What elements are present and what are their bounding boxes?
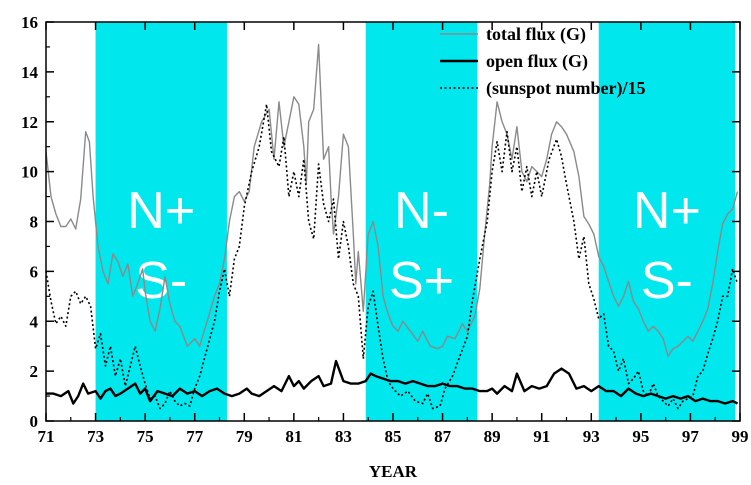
total-flux-line [45, 43, 739, 357]
x-tick-label: 75 [137, 427, 154, 446]
y-tick-label: 8 [30, 213, 39, 232]
x-tick-label: 89 [484, 427, 501, 446]
x-tick-label: 71 [38, 427, 55, 446]
y-tick-label: 12 [21, 113, 38, 132]
band-label-south: S+ [389, 252, 454, 310]
data-series [45, 43, 739, 410]
band-label-north: N+ [633, 182, 701, 240]
x-tick-label: 97 [682, 427, 700, 446]
x-tick-label: 77 [186, 427, 204, 446]
x-tick-label: 79 [236, 427, 253, 446]
y-tick-label: 6 [30, 262, 39, 281]
y-tick-label: 14 [21, 63, 39, 82]
legend-label: total flux (G) [486, 24, 586, 45]
x-tick-label: 91 [533, 427, 550, 446]
y-tick-label: 0 [30, 412, 39, 431]
y-tick-labels: 0 2 4 6 8 10 12 14 16 [21, 13, 39, 431]
y-tick-label: 10 [21, 163, 38, 182]
x-tick-label: 81 [285, 427, 302, 446]
x-tick-labels: 71 73 75 77 79 81 83 85 87 89 91 93 95 97 99 [38, 427, 749, 446]
y-tick-label: 2 [30, 362, 39, 381]
x-tick-label: 73 [87, 427, 104, 446]
open-flux-line [46, 359, 739, 405]
x-tick-label: 85 [385, 427, 402, 446]
band-label-north: N- [394, 182, 449, 240]
legend-label: open flux (G) [486, 51, 588, 72]
x-tick-label: 93 [583, 427, 600, 446]
x-axis-title: YEAR [369, 462, 418, 481]
band-label-south: S- [641, 252, 693, 310]
x-tick-label: 87 [434, 427, 452, 446]
y-tick-label: 16 [21, 13, 38, 32]
y-tick-label: 4 [30, 312, 39, 331]
polarity-band [598, 22, 736, 421]
legend-label: (sunspot number)/15 [486, 78, 646, 99]
legend: total flux (G) open flux (G) (sunspot numb… [440, 24, 646, 99]
x-tick-label: 83 [335, 427, 352, 446]
sunspot-line [45, 103, 739, 410]
x-tick-label: 99 [732, 427, 749, 446]
x-tick-label: 95 [632, 427, 649, 446]
axis-ticks [45, 21, 741, 422]
band-label-north: N+ [127, 182, 195, 240]
